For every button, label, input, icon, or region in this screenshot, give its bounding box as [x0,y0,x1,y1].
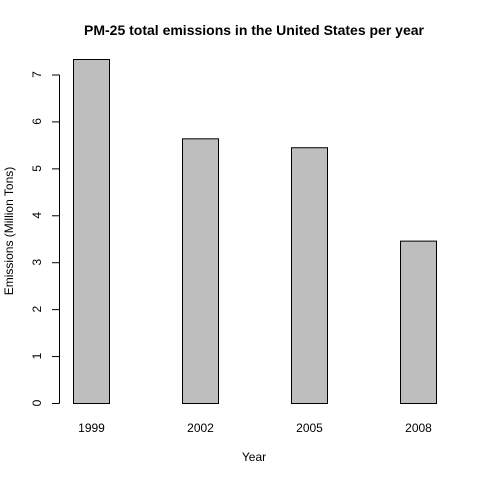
bars-group [73,59,437,404]
x-axis-label: Year [242,450,266,464]
y-tick-label-0: 0 [30,399,44,406]
y-tick-label-3: 3 [30,259,44,266]
y-tick-label-7: 7 [30,71,44,78]
bar-1999 [73,59,110,404]
x-tick-label-2002: 2002 [187,421,214,435]
chart-title: PM-25 total emissions in the United Stat… [84,22,425,38]
x-tick-label-1999: 1999 [78,421,105,435]
y-tick-label-4: 4 [30,212,44,219]
y-tick-label-2: 2 [30,305,44,312]
y-tick-label-6: 6 [30,118,44,125]
x-tick-label-2008: 2008 [405,421,432,435]
x-tick-label-2005: 2005 [296,421,323,435]
bar-2005 [291,147,328,404]
x-axis-labels: 1999 2002 2005 2008 [78,421,432,435]
bar-2008 [400,240,437,404]
bar-2002 [182,138,219,404]
y-axis-label: Emissions (Million Tons) [2,167,16,295]
y-tick-label-5: 5 [30,165,44,172]
y-axis: 0 1 2 3 4 5 6 7 [30,71,60,406]
y-tick-label-1: 1 [30,352,44,359]
